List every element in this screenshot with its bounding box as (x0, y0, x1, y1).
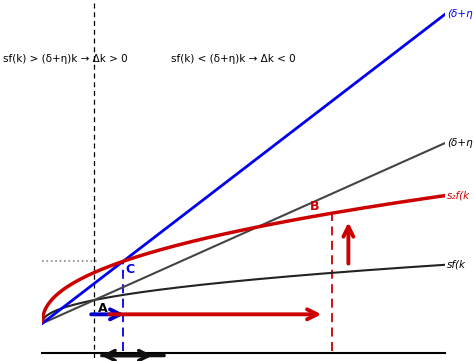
Text: C: C (125, 264, 134, 277)
Text: sf(k) > (δ+η)k → Δk > 0: sf(k) > (δ+η)k → Δk > 0 (3, 55, 128, 64)
Text: A: A (98, 302, 107, 315)
Text: (δ+η: (δ+η (447, 9, 473, 19)
Text: sf(k: sf(k (447, 260, 466, 270)
Text: (δ+η: (δ+η (447, 138, 473, 148)
Text: s₂f(k: s₂f(k (447, 191, 470, 201)
Text: B: B (310, 200, 319, 213)
Text: sf(k) < (δ+η)k → Δk < 0: sf(k) < (δ+η)k → Δk < 0 (171, 55, 296, 64)
